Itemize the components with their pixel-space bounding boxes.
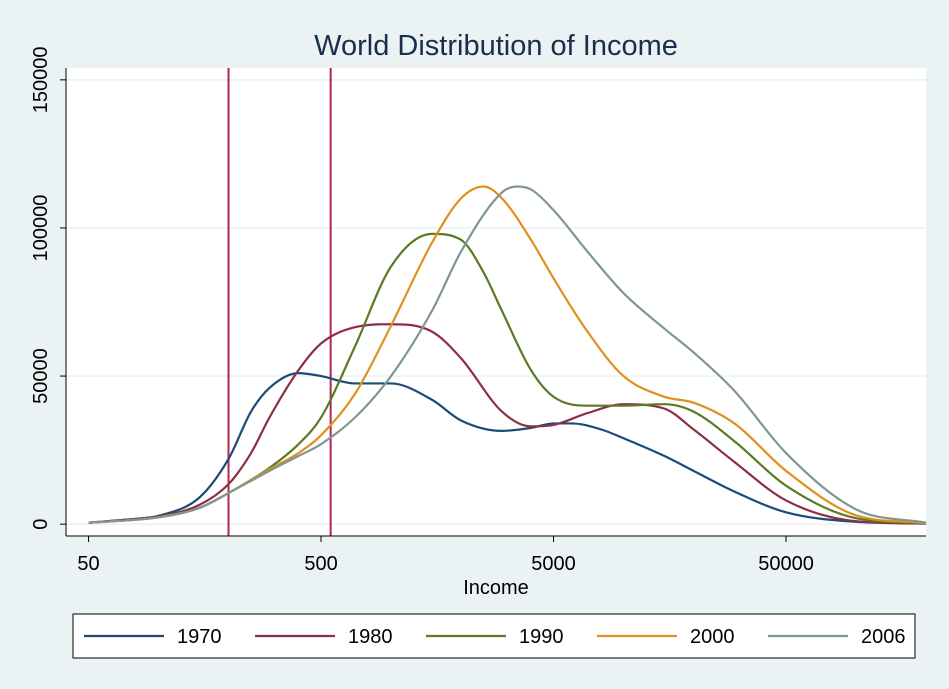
- y-tick-label: 0: [30, 519, 52, 530]
- series-line-1980: [88, 323, 927, 525]
- x-tick-label: 50: [77, 553, 99, 575]
- y-axis: 0 50000 100000 150000: [30, 46, 66, 530]
- y-tick-label: 150000: [30, 46, 52, 113]
- x-tick-label: 5000: [531, 553, 576, 575]
- plot-area: [66, 68, 926, 536]
- x-tick-label: 500: [304, 553, 337, 575]
- chart-title: World Distribution of Income: [314, 30, 678, 62]
- y-tick-label: 50000: [30, 348, 52, 404]
- grid-lines: [66, 79, 926, 525]
- x-tick-label: 50000: [758, 553, 814, 575]
- legend-label: 1970: [177, 626, 222, 648]
- series-lines: [88, 185, 927, 525]
- series-line-2006: [88, 185, 927, 524]
- y-tick-label: 100000: [30, 195, 52, 262]
- legend-label: 2006: [861, 626, 906, 648]
- series-line-1970: [88, 371, 927, 525]
- legend-label: 1980: [348, 626, 393, 648]
- legend-label: 2000: [690, 626, 735, 648]
- x-axis: 50 500 5000 50000: [77, 536, 814, 575]
- legend-label: 1990: [519, 626, 564, 648]
- legend: 1970 1980 1990 2000 2006: [84, 626, 906, 648]
- x-axis-label: Income: [463, 577, 529, 599]
